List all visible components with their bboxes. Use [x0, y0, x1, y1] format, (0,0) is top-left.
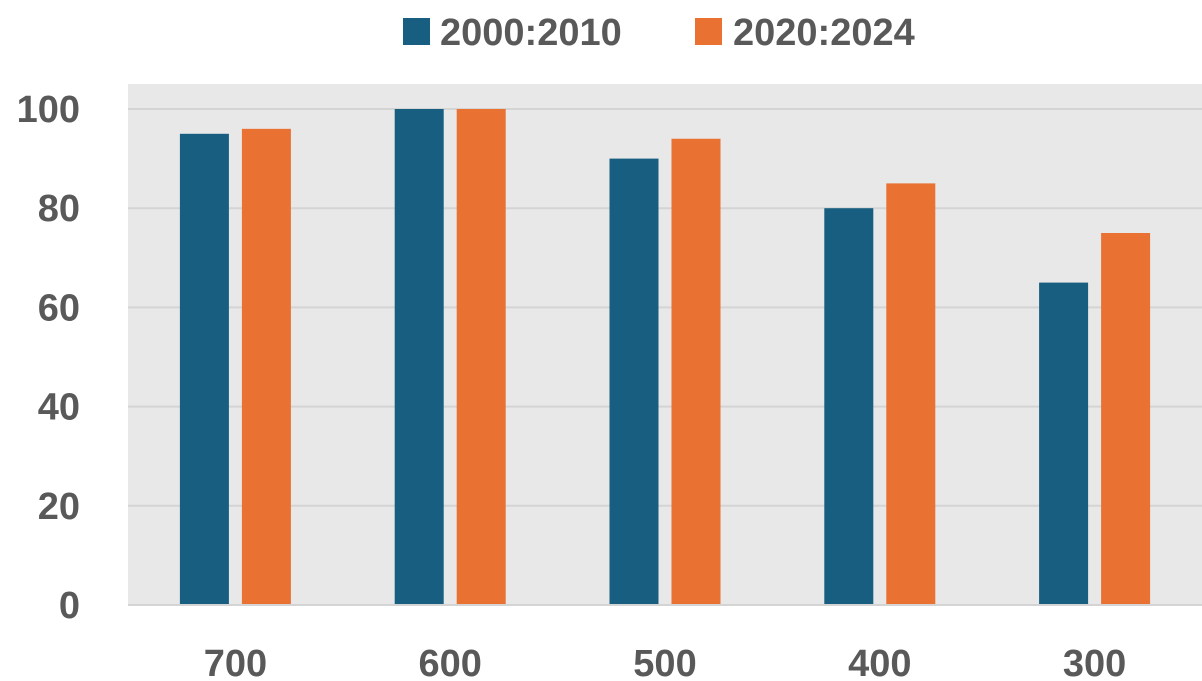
legend: 2000:2010 2020:2024	[403, 12, 915, 54]
bar-300-series-2	[1101, 233, 1151, 605]
bar-700-series-1	[179, 133, 229, 606]
bar-600-series-1	[394, 109, 444, 605]
legend-label-series-1: 2000:2010	[440, 12, 622, 54]
y-tick-label-0: 0	[59, 585, 80, 627]
legend-swatch-series-2	[695, 18, 722, 45]
gridlines	[128, 108, 1202, 507]
x-tick-label-400: 400	[848, 643, 911, 681]
x-axis-categories: 700 600 500 400 300	[204, 643, 1127, 681]
bar-700-series-2	[241, 128, 291, 605]
legend-label-series-2: 2020:2024	[733, 12, 915, 54]
bar-600-series-2	[456, 109, 506, 605]
y-tick-label-80: 80	[38, 188, 80, 230]
y-axis-ticks: 0 20 40 60 80 100	[17, 89, 80, 627]
bar-500-series-2	[671, 138, 721, 605]
y-tick-label-20: 20	[38, 486, 80, 528]
bar-400-series-1	[824, 208, 874, 605]
bar-500-series-1	[609, 158, 659, 605]
bars	[179, 109, 1151, 606]
plot-area	[128, 84, 1202, 605]
y-tick-label-100: 100	[17, 89, 80, 131]
x-tick-label-500: 500	[633, 643, 696, 681]
legend-swatch-series-1	[403, 18, 430, 45]
y-tick-label-60: 60	[38, 287, 80, 329]
y-tick-label-40: 40	[38, 387, 80, 429]
x-tick-label-600: 600	[418, 643, 481, 681]
bar-400-series-2	[886, 183, 936, 605]
bar-300-series-1	[1039, 282, 1089, 605]
x-tick-label-300: 300	[1063, 643, 1126, 681]
x-tick-label-700: 700	[204, 643, 267, 681]
